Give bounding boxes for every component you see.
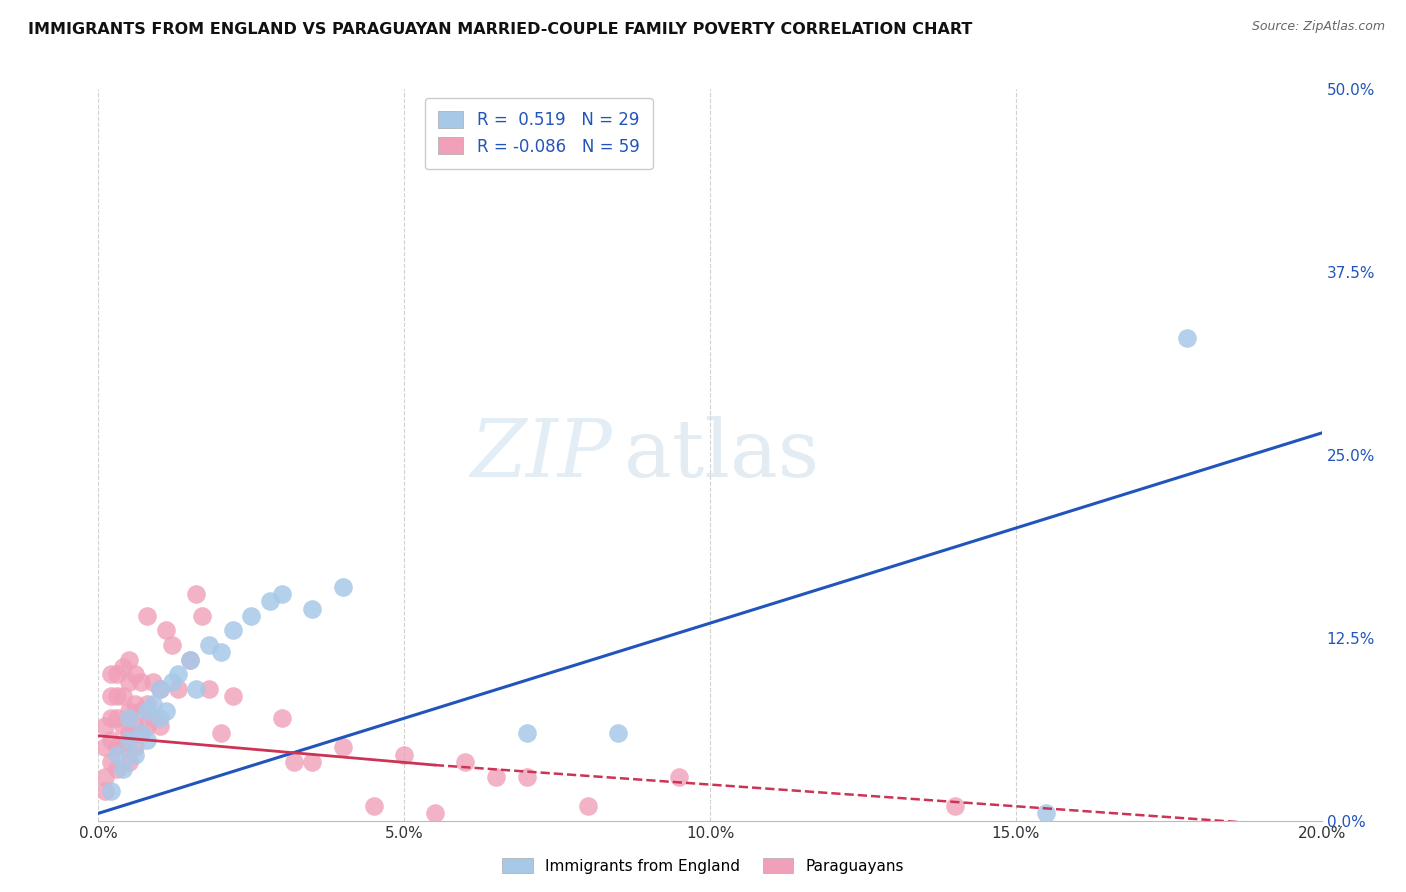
Point [111,718,134,732]
Point [149,718,172,732]
Point [423,806,446,821]
Point [222,690,245,704]
Point [100,733,122,747]
Point [136,718,159,732]
Point [516,770,538,784]
Point [155,704,177,718]
Point [111,740,134,755]
Point [392,747,416,762]
Point [111,660,134,674]
Point [105,747,128,762]
Point [943,799,966,814]
Point [332,740,354,755]
Point [118,653,141,667]
Point [100,711,122,725]
Point [160,674,183,689]
Point [129,726,152,740]
Point [124,718,146,732]
Point [118,711,141,725]
Point [93,740,115,755]
Point [186,681,208,696]
Point [105,690,128,704]
Point [105,740,128,755]
Point [100,690,122,704]
Point [129,726,152,740]
Point [332,580,354,594]
Point [136,704,159,718]
Point [259,594,281,608]
Point [118,674,141,689]
Point [485,770,508,784]
Point [118,704,141,718]
Point [191,608,214,623]
Point [142,711,165,725]
Point [197,638,219,652]
Point [197,681,219,696]
Point [209,645,232,659]
Point [576,799,599,814]
Point [607,726,630,740]
Point [100,784,122,798]
Text: atlas: atlas [624,416,820,494]
Text: Source: ZipAtlas.com: Source: ZipAtlas.com [1251,20,1385,33]
Point [118,726,141,740]
Point [118,755,141,769]
Point [149,711,172,725]
Point [155,624,177,638]
Point [222,624,245,638]
Point [111,763,134,777]
Point [516,726,538,740]
Point [129,674,152,689]
Point [100,755,122,769]
Text: IMMIGRANTS FROM ENGLAND VS PARAGUAYAN MARRIED-COUPLE FAMILY POVERTY CORRELATION : IMMIGRANTS FROM ENGLAND VS PARAGUAYAN MA… [28,22,973,37]
Legend: Immigrants from England, Paraguayans: Immigrants from England, Paraguayans [496,852,910,880]
Point [1035,806,1057,821]
Point [136,697,159,711]
Point [209,726,232,740]
Point [363,799,385,814]
Point [240,608,263,623]
Point [136,733,159,747]
Point [93,770,115,784]
Point [105,763,128,777]
Point [270,711,292,725]
Point [179,653,201,667]
Point [111,690,134,704]
Point [105,711,128,725]
Point [124,667,146,681]
Point [160,638,183,652]
Point [186,587,208,601]
Point [124,747,146,762]
Point [100,667,122,681]
Point [1175,331,1198,345]
Point [301,755,323,769]
Point [142,697,165,711]
Point [454,755,477,769]
Point [301,601,323,615]
Point [142,674,165,689]
Point [167,681,190,696]
Point [179,653,201,667]
Point [149,681,172,696]
Point [136,608,159,623]
Point [129,704,152,718]
Legend: R =  0.519   N = 29, R = -0.086   N = 59: R = 0.519 N = 29, R = -0.086 N = 59 [425,97,652,169]
Point [124,740,146,755]
Point [124,697,146,711]
Point [283,755,305,769]
Text: ZIP: ZIP [471,417,612,493]
Point [668,770,690,784]
Point [270,587,292,601]
Point [93,718,115,732]
Point [118,733,141,747]
Point [105,667,128,681]
Point [93,784,115,798]
Point [149,681,172,696]
Point [167,667,190,681]
